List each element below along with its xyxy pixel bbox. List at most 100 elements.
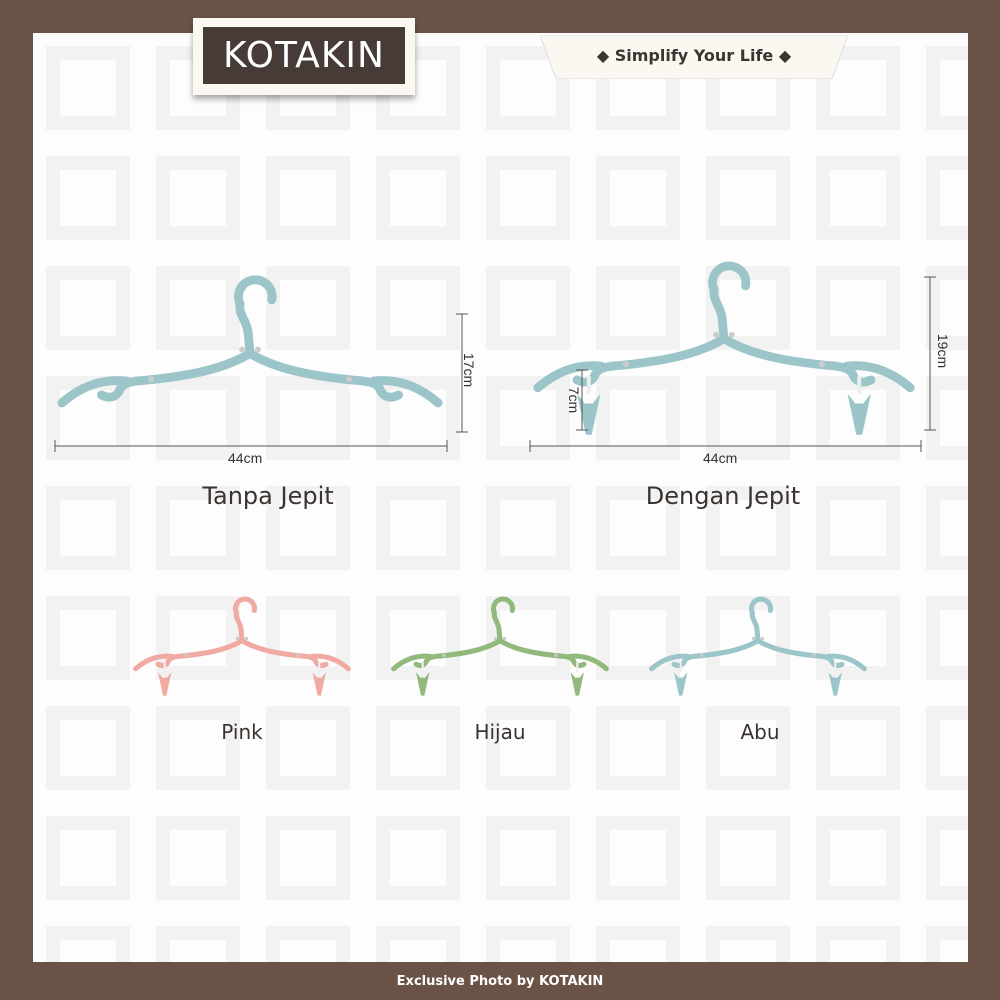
height-label-2: 19cm	[935, 333, 952, 369]
hook-icon	[748, 596, 774, 644]
rivet	[751, 636, 756, 641]
pattern-square	[376, 156, 460, 240]
pattern-square	[266, 816, 350, 900]
width-label-1: 44cm	[228, 450, 263, 466]
pattern-square	[266, 376, 350, 460]
pattern-square	[376, 486, 460, 570]
right-arm	[239, 638, 351, 672]
hook-icon	[232, 596, 258, 644]
pattern-square	[266, 706, 350, 790]
pattern-square	[486, 816, 570, 900]
rivet	[554, 653, 558, 657]
pattern-square	[266, 926, 350, 962]
clothes-clip-icon	[158, 672, 172, 696]
pattern-square	[926, 816, 968, 900]
hanger-tanpa-jepit	[57, 275, 443, 408]
pattern-square	[156, 486, 240, 570]
pattern-square	[376, 376, 460, 460]
clothes-clip-icon	[847, 393, 871, 435]
pattern-square	[816, 46, 900, 130]
rivet	[760, 636, 765, 641]
hook-icon	[490, 596, 516, 644]
tagline-banner: ◆ Simplify Your Life ◆	[540, 35, 848, 79]
pattern-square	[816, 706, 900, 790]
rivet	[235, 636, 240, 641]
pattern-square	[926, 376, 968, 460]
rivet	[700, 653, 704, 657]
right-arm	[719, 334, 915, 393]
clip-length-label: 7cm	[566, 386, 583, 414]
pattern-square	[46, 596, 130, 680]
pattern-square	[46, 486, 130, 570]
rivet	[296, 653, 300, 657]
rivet	[713, 331, 720, 338]
hanger-abu	[649, 596, 867, 696]
pattern-square	[706, 376, 790, 460]
pattern-square	[486, 376, 570, 460]
left-arm	[649, 638, 761, 672]
pattern-square	[706, 816, 790, 900]
pattern-square	[376, 596, 460, 680]
pattern-square	[266, 266, 350, 350]
pattern-square	[926, 46, 968, 130]
hook-icon	[234, 275, 277, 358]
right-arm	[755, 638, 867, 672]
pattern-square	[596, 486, 680, 570]
pattern-square	[46, 706, 130, 790]
hook-icon	[708, 261, 751, 344]
pattern-square	[486, 926, 570, 962]
pattern-square	[596, 706, 680, 790]
clothes-clip-icon	[674, 672, 688, 696]
pattern-square	[376, 816, 460, 900]
product-title-2: Dengan Jepit	[645, 482, 801, 510]
rivet	[184, 653, 188, 657]
rivet	[148, 376, 154, 383]
pattern-square	[926, 156, 968, 240]
clothes-clip-icon	[416, 672, 430, 696]
left-arm	[57, 348, 255, 408]
rivet	[623, 361, 629, 368]
rivet	[728, 331, 735, 338]
pattern-square	[706, 156, 790, 240]
pattern-square	[816, 486, 900, 570]
pattern-square	[816, 266, 900, 350]
pattern-square	[156, 376, 240, 460]
pattern-square	[816, 156, 900, 240]
left-arm	[391, 638, 503, 672]
pattern-square	[486, 156, 570, 240]
left-arm	[133, 638, 245, 672]
pattern-square	[46, 926, 130, 962]
pattern-square	[266, 156, 350, 240]
pattern-square	[156, 926, 240, 962]
pattern-square	[46, 156, 130, 240]
pattern-square	[156, 816, 240, 900]
rivet	[254, 346, 261, 353]
pattern-square	[706, 926, 790, 962]
clothes-clip-icon	[312, 672, 326, 696]
product-title-1: Tanpa Jepit	[202, 482, 334, 510]
pattern-square	[46, 46, 130, 130]
pattern-square	[926, 706, 968, 790]
left-arm	[533, 334, 729, 393]
pattern-square	[816, 926, 900, 962]
right-arm	[245, 348, 443, 408]
pattern-square	[486, 596, 570, 680]
pattern-square	[376, 266, 460, 350]
pattern-square	[486, 486, 570, 570]
pattern-square	[156, 596, 240, 680]
pattern-square	[596, 266, 680, 350]
pattern-square	[46, 816, 130, 900]
pattern-square	[926, 266, 968, 350]
pattern-square	[486, 266, 570, 350]
rivet	[819, 361, 825, 368]
pattern-square	[816, 816, 900, 900]
logo-text: KOTAKIN	[203, 27, 405, 84]
pattern-square	[486, 706, 570, 790]
rivet	[442, 653, 446, 657]
rivet	[812, 653, 816, 657]
tagline-banner-shape	[540, 35, 848, 79]
rivet	[493, 636, 498, 641]
clothes-clip-icon	[570, 672, 584, 696]
pattern-square	[266, 486, 350, 570]
